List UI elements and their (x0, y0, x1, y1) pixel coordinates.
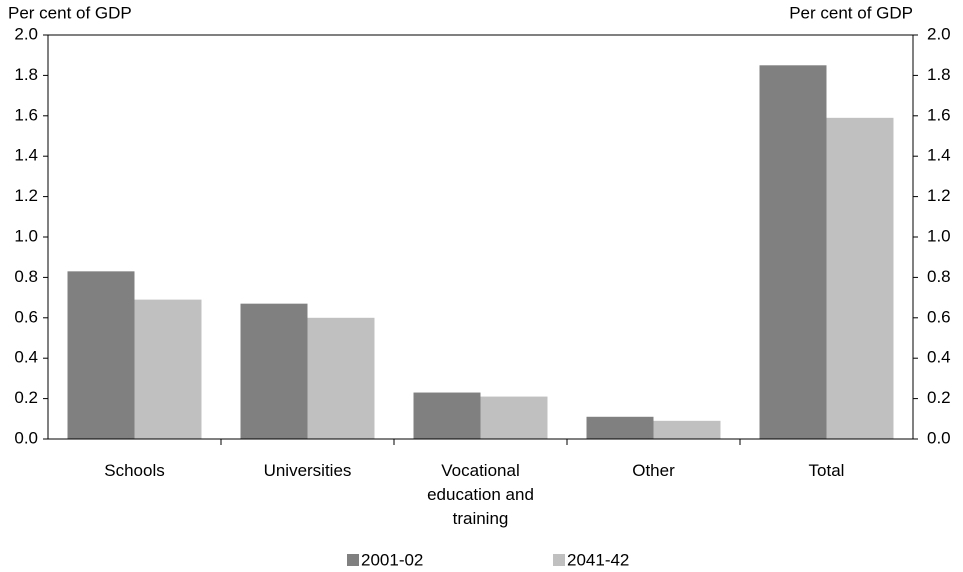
y-tick-label: 1.2 (14, 186, 38, 205)
y-tick-label: 0.2 (14, 388, 38, 407)
x-tick-label: Schools (104, 461, 165, 480)
y2-axis-label: Per cent of GDP (789, 3, 913, 22)
y-tick-label: 1.4 (14, 146, 38, 165)
y2-tick-label: 1.6 (927, 105, 951, 124)
y2-tick-label: 0.8 (927, 267, 951, 286)
x-tick-label: Universities (263, 461, 352, 480)
y-tick-label: 0.8 (14, 267, 38, 286)
x-tick-label: Other (632, 461, 675, 480)
legend-label: 2041-42 (567, 550, 629, 569)
y-tick-label: 0.4 (14, 348, 38, 367)
y2-tick-label: 1.0 (927, 226, 951, 245)
y2-tick-label: 1.8 (927, 65, 951, 84)
bar (480, 396, 548, 439)
bar (307, 317, 375, 439)
legend-label: 2001-02 (361, 550, 423, 569)
y-tick-label: 2.0 (14, 24, 38, 43)
bar (240, 303, 308, 439)
bar (653, 420, 721, 439)
y2-tick-label: 0.2 (927, 388, 951, 407)
legend-swatch (553, 554, 565, 566)
x-tick-label: Total (808, 461, 845, 480)
bar (67, 271, 135, 439)
bar (134, 299, 202, 439)
y2-tick-label: 1.2 (927, 186, 951, 205)
y2-tick-label: 0.0 (927, 428, 951, 447)
bar (586, 416, 654, 439)
y2-tick-label: 0.4 (927, 348, 951, 367)
bar (826, 117, 894, 439)
y2-tick-label: 2.0 (927, 24, 951, 43)
y2-tick-label: 0.6 (927, 307, 951, 326)
y-axis-label: Per cent of GDP (8, 3, 132, 22)
bar (759, 65, 827, 440)
y-tick-label: 0.6 (14, 307, 38, 326)
y-tick-label: 1.0 (14, 226, 38, 245)
x-tick-label: Vocational education and training (427, 461, 534, 528)
y2-tick-label: 1.4 (927, 146, 951, 165)
plot-frame (47, 34, 914, 440)
bar (413, 392, 481, 439)
y-tick-label: 1.6 (14, 105, 38, 124)
y-tick-label: 0.0 (14, 428, 38, 447)
legend-swatch (347, 554, 359, 566)
y-tick-label: 1.8 (14, 65, 38, 84)
